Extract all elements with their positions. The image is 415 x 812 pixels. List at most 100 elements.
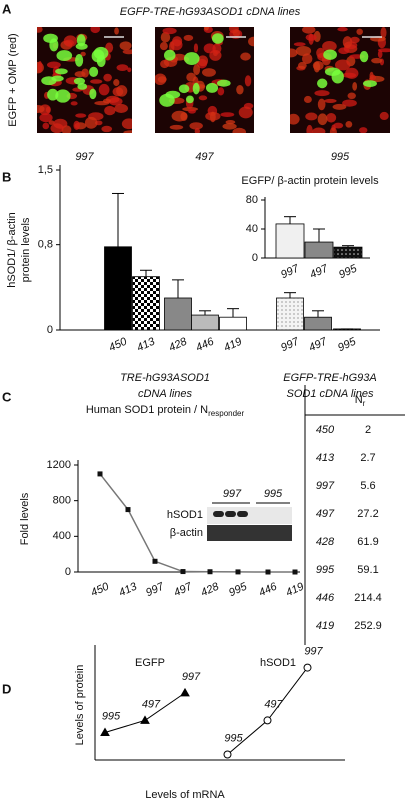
lane-label: 997 — [223, 488, 242, 500]
y-tick-label: 0 — [65, 566, 71, 578]
title-sub: responder — [208, 409, 244, 418]
point — [303, 663, 312, 672]
bar — [164, 297, 192, 331]
red-cell — [217, 87, 225, 96]
table-cell: 252.9 — [354, 620, 382, 632]
red-cell — [90, 27, 101, 34]
y-tick-label: 40 — [246, 223, 258, 235]
red-cell — [63, 35, 78, 47]
point-label: 997 — [182, 671, 201, 683]
point — [97, 471, 103, 477]
error-bar — [172, 279, 184, 298]
panel-title: EGFP-TRE-hG93ASOD1 cDNA lines — [120, 6, 301, 18]
red-cell — [162, 27, 177, 35]
red-cell — [308, 33, 314, 45]
green-cell — [192, 82, 200, 95]
red-cell — [75, 113, 87, 118]
title-text: Human SOD1 protein / N — [86, 404, 208, 416]
red-cell — [369, 71, 374, 81]
x-tick-label: 997 — [279, 335, 302, 354]
x-tick-label: 997 — [279, 262, 302, 281]
image-caption: 497 — [195, 151, 214, 163]
red-cell — [244, 75, 252, 87]
red-cell — [50, 123, 64, 133]
red-cell — [329, 127, 337, 133]
red-cell — [113, 79, 120, 87]
chart-title: EGFP/ β-actin protein levels — [241, 175, 379, 187]
chart-title: Human SOD1 protein / Nresponder — [86, 404, 245, 418]
green-cell — [185, 95, 194, 104]
red-cell — [39, 113, 53, 123]
red-cell — [322, 40, 337, 52]
red-cell — [116, 85, 128, 97]
red-cell — [335, 59, 351, 71]
red-cell — [159, 42, 168, 51]
point — [180, 687, 190, 697]
red-cell — [119, 41, 132, 51]
red-cell — [338, 47, 350, 55]
y-tick-label: 400 — [53, 530, 71, 542]
point — [140, 715, 150, 724]
bar — [275, 223, 305, 259]
error-bar — [284, 216, 296, 224]
micrograph — [290, 27, 390, 133]
red-cell — [317, 113, 328, 126]
blot-band — [237, 511, 248, 517]
red-cell — [347, 92, 356, 100]
error-bar — [112, 192, 124, 247]
x-tick-label: 446 — [194, 335, 217, 354]
red-cell — [377, 48, 390, 53]
x-tick-label: 413 — [117, 580, 140, 599]
red-cell — [380, 27, 387, 39]
red-cell — [293, 42, 306, 47]
red-cell — [104, 105, 116, 116]
y-tick-label: 1,5 — [38, 164, 53, 176]
green-cell — [75, 53, 84, 67]
red-cell — [313, 61, 321, 73]
red-cell — [188, 109, 196, 114]
table-cell: 2 — [365, 424, 371, 436]
red-cell — [90, 79, 103, 84]
red-cell — [155, 73, 167, 86]
point — [180, 569, 186, 575]
point — [207, 569, 213, 575]
red-cell — [108, 97, 123, 106]
red-cell — [42, 122, 50, 130]
x-tick-label: 995 — [337, 262, 360, 281]
red-cell — [305, 112, 318, 121]
header-sub: r — [363, 399, 366, 408]
red-cell — [171, 110, 188, 122]
series-line — [99, 473, 295, 573]
red-cell — [183, 34, 194, 41]
green-cell — [183, 52, 200, 65]
red-cell — [332, 103, 347, 110]
green-cell — [362, 80, 377, 87]
panel-label: C — [2, 389, 12, 404]
micrograph — [155, 27, 254, 133]
table-cell: 2.7 — [360, 452, 375, 464]
red-cell — [342, 36, 353, 49]
row-label: hSOD1 — [167, 509, 203, 521]
y-axis-label: hSOD1/ β-actin — [6, 212, 18, 287]
table-cell: 497 — [316, 508, 335, 520]
red-cell — [121, 118, 132, 130]
red-cell — [209, 111, 216, 123]
x-tick-label: 446 — [257, 580, 280, 599]
point-label: 497 — [264, 698, 283, 710]
red-cell — [345, 67, 359, 79]
x-tick-label: 450 — [107, 335, 130, 354]
table-cell: 995 — [316, 564, 335, 576]
red-cell — [345, 121, 353, 128]
y-axis-label: EGFP + OMP (red) — [7, 33, 19, 126]
red-cell — [103, 73, 112, 82]
image-caption: 997 — [75, 151, 94, 163]
red-cell — [197, 55, 209, 67]
red-cell — [232, 29, 241, 37]
point-label: 497 — [142, 698, 161, 710]
red-cell — [169, 41, 175, 53]
red-cell — [193, 43, 199, 53]
red-cell — [352, 81, 358, 91]
green-cell — [205, 82, 219, 93]
y-axis-label: Levels of protein — [74, 665, 86, 746]
